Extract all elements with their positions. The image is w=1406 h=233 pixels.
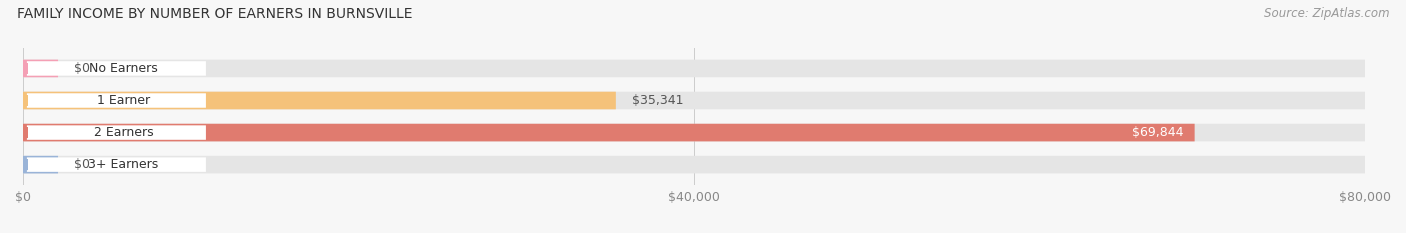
Text: Source: ZipAtlas.com: Source: ZipAtlas.com <box>1264 7 1389 20</box>
Text: $69,844: $69,844 <box>1132 126 1184 139</box>
FancyBboxPatch shape <box>22 60 1365 77</box>
Text: 3+ Earners: 3+ Earners <box>89 158 159 171</box>
Text: No Earners: No Earners <box>89 62 157 75</box>
FancyBboxPatch shape <box>27 125 205 140</box>
FancyBboxPatch shape <box>22 92 616 109</box>
FancyBboxPatch shape <box>22 124 1365 141</box>
Text: FAMILY INCOME BY NUMBER OF EARNERS IN BURNSVILLE: FAMILY INCOME BY NUMBER OF EARNERS IN BU… <box>17 7 412 21</box>
FancyBboxPatch shape <box>22 92 1365 109</box>
Text: 1 Earner: 1 Earner <box>97 94 150 107</box>
FancyBboxPatch shape <box>27 93 205 108</box>
FancyBboxPatch shape <box>22 60 58 77</box>
Text: $0: $0 <box>75 62 90 75</box>
FancyBboxPatch shape <box>22 156 1365 173</box>
Text: $0: $0 <box>75 158 90 171</box>
FancyBboxPatch shape <box>22 124 1195 141</box>
FancyBboxPatch shape <box>27 158 205 172</box>
Text: 2 Earners: 2 Earners <box>94 126 153 139</box>
Text: $35,341: $35,341 <box>631 94 683 107</box>
FancyBboxPatch shape <box>22 156 58 173</box>
FancyBboxPatch shape <box>27 61 205 76</box>
